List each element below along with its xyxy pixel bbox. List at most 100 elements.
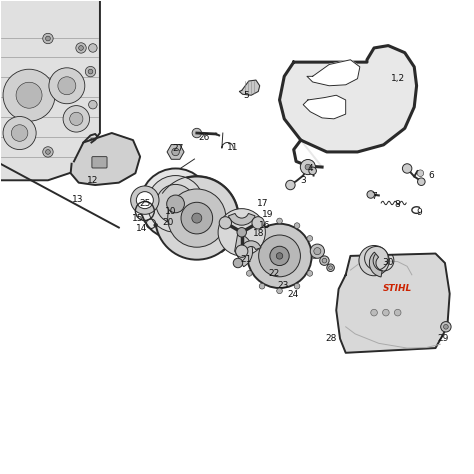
Circle shape	[156, 184, 195, 223]
Circle shape	[402, 164, 412, 173]
Polygon shape	[71, 133, 140, 185]
Text: 9: 9	[416, 208, 422, 217]
Circle shape	[89, 138, 97, 147]
Circle shape	[43, 147, 53, 157]
Text: 30: 30	[383, 258, 394, 267]
Wedge shape	[369, 252, 382, 277]
Circle shape	[49, 68, 85, 104]
Text: 26: 26	[198, 133, 210, 142]
Circle shape	[277, 218, 283, 224]
Circle shape	[322, 258, 327, 263]
Circle shape	[242, 253, 247, 259]
Circle shape	[79, 46, 83, 50]
Text: 8: 8	[395, 201, 401, 210]
Text: 13: 13	[72, 195, 83, 204]
Text: 19: 19	[262, 210, 273, 219]
Circle shape	[140, 168, 211, 239]
Circle shape	[85, 66, 96, 77]
Text: 10: 10	[165, 207, 177, 216]
Polygon shape	[280, 46, 417, 152]
Circle shape	[219, 217, 231, 229]
Circle shape	[43, 33, 53, 44]
Circle shape	[218, 209, 265, 256]
Circle shape	[88, 69, 93, 74]
Circle shape	[46, 150, 50, 155]
Circle shape	[89, 44, 97, 52]
Circle shape	[383, 310, 389, 316]
Circle shape	[418, 178, 425, 185]
Circle shape	[314, 247, 321, 255]
Text: 29: 29	[437, 334, 448, 343]
Circle shape	[312, 253, 318, 259]
Polygon shape	[307, 60, 360, 86]
Circle shape	[3, 69, 55, 121]
Circle shape	[394, 310, 401, 316]
Polygon shape	[303, 95, 346, 119]
Circle shape	[137, 191, 154, 209]
Text: 24: 24	[287, 290, 299, 299]
FancyBboxPatch shape	[92, 156, 107, 168]
Circle shape	[192, 128, 201, 138]
Text: 5: 5	[244, 91, 249, 100]
Circle shape	[307, 236, 313, 241]
Text: 1,2: 1,2	[391, 74, 405, 83]
Text: 28: 28	[325, 334, 336, 343]
Circle shape	[259, 235, 301, 277]
Polygon shape	[336, 254, 450, 353]
Text: 15: 15	[132, 214, 144, 223]
Circle shape	[276, 253, 283, 259]
Wedge shape	[241, 241, 261, 250]
Text: 3: 3	[301, 176, 306, 185]
Circle shape	[270, 246, 289, 265]
Text: 18: 18	[253, 229, 264, 238]
Circle shape	[155, 176, 238, 260]
Text: 23: 23	[277, 281, 289, 290]
Circle shape	[246, 236, 252, 241]
Text: 11: 11	[227, 143, 238, 152]
Circle shape	[252, 217, 264, 229]
Wedge shape	[235, 234, 253, 267]
Polygon shape	[239, 80, 260, 95]
Circle shape	[301, 159, 316, 174]
Text: 7: 7	[371, 192, 377, 201]
Text: 17: 17	[257, 200, 269, 209]
Circle shape	[294, 283, 300, 289]
Circle shape	[359, 246, 389, 276]
Circle shape	[441, 321, 451, 332]
Circle shape	[89, 100, 97, 109]
Text: 16: 16	[259, 221, 270, 230]
Circle shape	[147, 175, 204, 232]
Polygon shape	[0, 0, 100, 180]
Circle shape	[246, 271, 252, 276]
Circle shape	[286, 180, 295, 190]
Circle shape	[192, 213, 202, 223]
Circle shape	[294, 223, 300, 228]
Circle shape	[327, 264, 334, 272]
Text: 22: 22	[268, 269, 280, 278]
Circle shape	[237, 228, 246, 237]
Circle shape	[277, 288, 283, 294]
Circle shape	[63, 106, 90, 132]
Circle shape	[3, 117, 36, 150]
Circle shape	[367, 191, 374, 198]
Circle shape	[11, 125, 28, 141]
Circle shape	[417, 170, 424, 176]
Circle shape	[233, 258, 243, 268]
Text: 27: 27	[172, 144, 183, 153]
Text: 12: 12	[87, 176, 99, 185]
Text: 21: 21	[241, 255, 252, 264]
Circle shape	[328, 266, 332, 270]
Text: STIHL: STIHL	[383, 284, 412, 293]
Circle shape	[236, 245, 248, 257]
Circle shape	[58, 77, 76, 95]
Circle shape	[444, 324, 448, 329]
Circle shape	[365, 246, 388, 270]
Circle shape	[247, 224, 312, 288]
Circle shape	[16, 82, 42, 108]
Circle shape	[310, 244, 324, 258]
Circle shape	[76, 43, 86, 53]
Text: 6: 6	[428, 171, 434, 180]
Wedge shape	[228, 213, 255, 225]
Circle shape	[172, 148, 179, 156]
Circle shape	[259, 223, 265, 228]
